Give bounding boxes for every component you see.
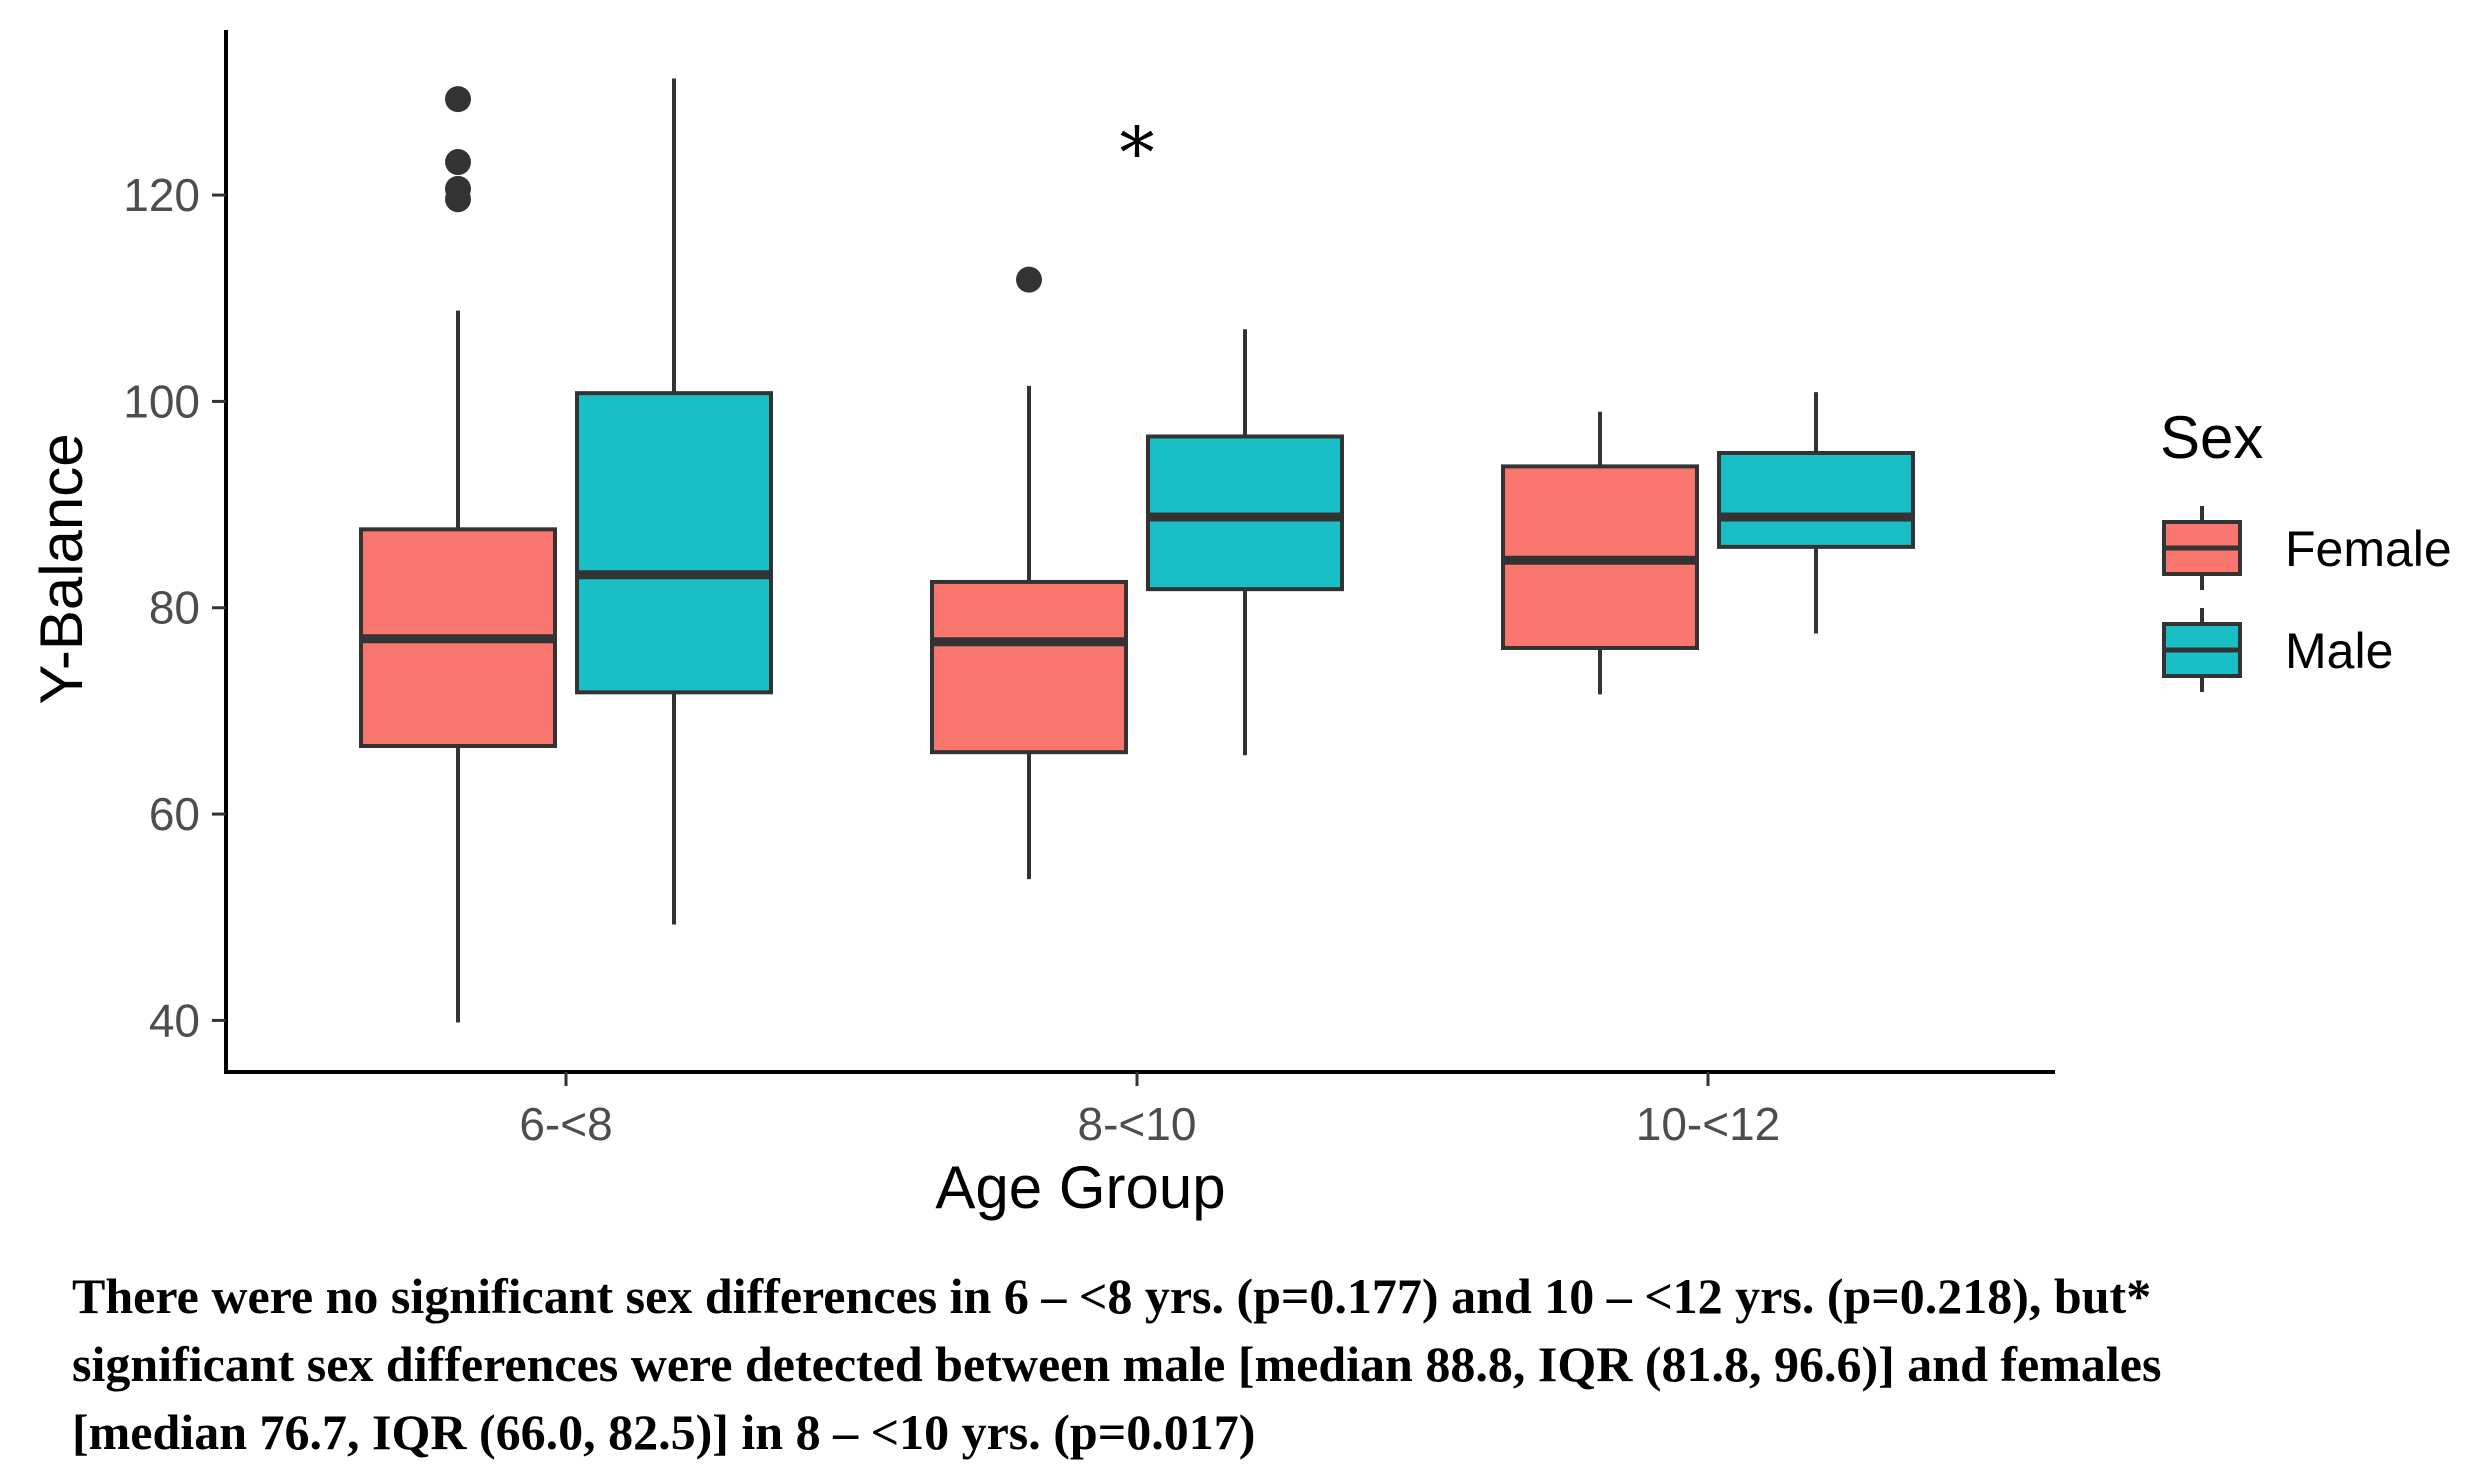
- box-female-1-iqr-rect: [930, 579, 1128, 755]
- caption-line-2: significant sex differences were detecte…: [72, 1336, 2162, 1392]
- y-axis-title: Y-Balance: [28, 433, 95, 704]
- legend-label-male: Male: [2285, 623, 2393, 679]
- box-male-2-iqr-rect: [1717, 450, 1915, 549]
- y-tick-label: 100: [123, 375, 200, 427]
- y-tick-label: 80: [149, 582, 200, 634]
- boxplot-chart: 40 60 80 100 120 6-<8 8-<10 10-<12 Age Group Y-Ba…: [28, 30, 2452, 1221]
- x-axis-title: Age Group: [935, 1154, 1225, 1221]
- x-tick-label: 10-<12: [1636, 1098, 1781, 1150]
- x-tick-label: 8-<10: [1078, 1098, 1197, 1150]
- y-tick-label: 120: [123, 169, 200, 221]
- box-female-0-outlier-point: [445, 186, 471, 213]
- significance-asterisk: *: [1120, 112, 1155, 194]
- box-female-0-outlier-point: [445, 149, 471, 176]
- figure-caption: There were no significant sex difference…: [72, 1262, 2452, 1466]
- box-female-1-outlier-point: [1016, 266, 1042, 293]
- legend-label-female: Female: [2285, 521, 2452, 577]
- box-male-0-iqr-rect: [575, 391, 773, 695]
- y-tick-label: 60: [149, 788, 200, 840]
- caption-line-1: There were no significant sex difference…: [72, 1268, 2152, 1324]
- box-female-0-outlier-point: [445, 86, 471, 113]
- x-tick-label: 6-<8: [519, 1098, 612, 1150]
- caption-line-3: [median 76.7, IQR (66.0, 82.5)] in 8 – <…: [72, 1404, 1256, 1460]
- y-tick-label: 40: [149, 994, 200, 1046]
- legend-title: Sex: [2160, 404, 2263, 471]
